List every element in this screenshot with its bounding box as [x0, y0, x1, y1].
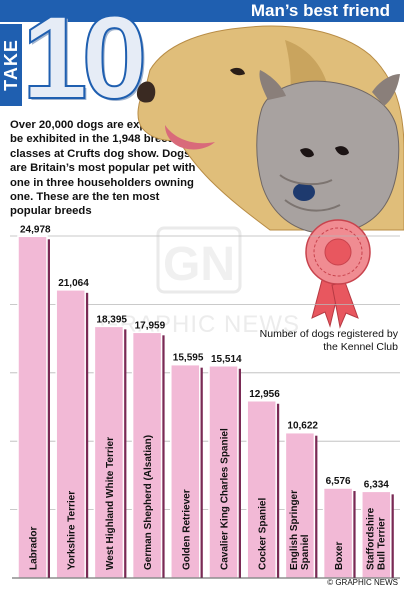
bar-value-label-0: 24,978 — [20, 224, 51, 235]
category-label-8: Boxer — [334, 542, 345, 570]
bar-9 — [361, 490, 392, 579]
terrier-illustration — [256, 70, 400, 235]
bar-7 — [284, 431, 316, 579]
category-label-5: Cavalier King Charles Spaniel — [220, 428, 231, 570]
category-label-0: Labrador — [29, 527, 40, 570]
take-box — [0, 24, 22, 106]
bar-4 — [170, 363, 201, 579]
bar-value-label-1: 21,064 — [58, 278, 89, 289]
copyright: © GRAPHIC NEWS — [327, 578, 398, 587]
svg-text:GN: GN — [163, 238, 235, 291]
category-label-6: Cocker Spaniel — [258, 498, 269, 570]
category-label-7: English SpringerSpaniel — [289, 490, 311, 570]
bar-value-label-7: 10,622 — [287, 421, 318, 432]
bar-value-label-3: 17,959 — [135, 320, 166, 331]
bar-0 — [17, 235, 48, 579]
title-banner: Man’s best friend — [0, 0, 404, 22]
legend-note: Number of dogs registered by the Kennel … — [259, 328, 398, 353]
category-label-4: Golden Retriever — [181, 489, 192, 570]
bar-series: 24,978 Labrador 21,064 Yorkshire Terrier 18,… — [17, 224, 394, 579]
bar-value-label-8: 6,576 — [326, 476, 351, 487]
bar-5 — [208, 365, 239, 579]
bar-value-label-2: 18,395 — [96, 314, 127, 325]
category-label-1: Yorkshire Terrier — [67, 491, 78, 570]
page-title: Man’s best friend — [250, 1, 390, 20]
intro-text: Over 20,000 dogs are expected to be exhi… — [10, 119, 196, 218]
ten-numeral: 10 — [21, 0, 148, 124]
bar-value-label-6: 12,956 — [249, 389, 280, 400]
watermark: GN GRAPHIC NEWS — [100, 226, 299, 338]
category-label-9: StaffordshireBull Terrier — [365, 507, 387, 570]
category-label-2: West Highland White Terrier — [105, 437, 116, 570]
bar-value-label-4: 15,595 — [173, 353, 204, 364]
bar-value-label-9: 6,334 — [364, 479, 389, 490]
bar-value-label-5: 15,514 — [211, 354, 242, 365]
category-label-3: German Shepherd (Alsatian) — [143, 435, 154, 570]
